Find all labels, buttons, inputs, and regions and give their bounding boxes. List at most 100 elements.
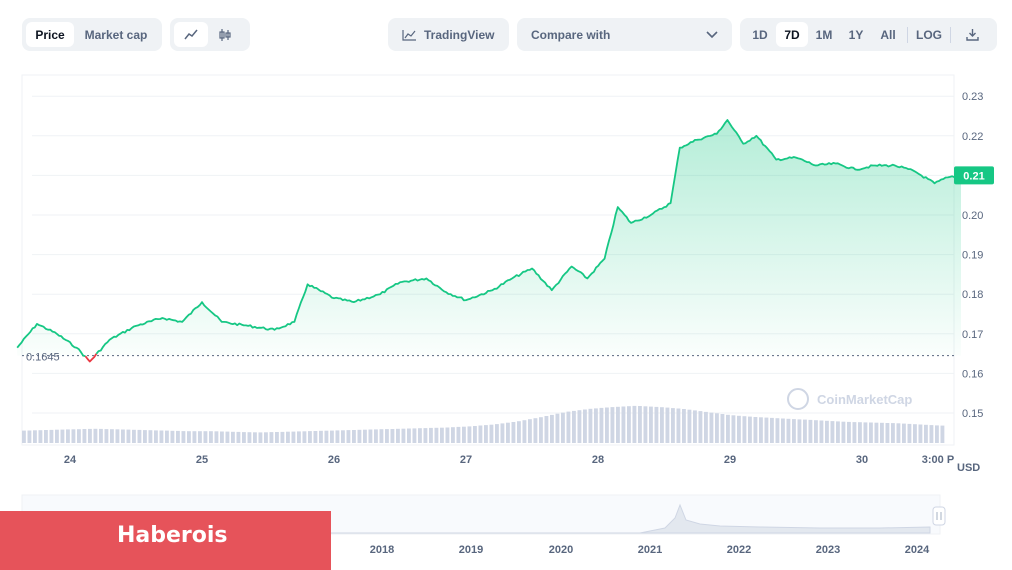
volume-bar — [726, 414, 730, 443]
chart-toolbar: Price Market cap TradingView Compare wit… — [0, 18, 1012, 52]
price-line-segment — [95, 119, 962, 355]
volume-bar — [770, 417, 774, 443]
line-chart-icon[interactable] — [174, 22, 208, 47]
volume-bar — [649, 406, 653, 443]
x-tick-label: 28 — [592, 454, 604, 466]
chevron-down-icon — [706, 30, 718, 38]
volume-bar — [715, 413, 719, 443]
volume-bar — [401, 428, 406, 443]
volume-bar — [682, 409, 686, 443]
volume-bar — [143, 430, 147, 443]
volume-bar — [319, 430, 323, 443]
y-tick-label: 0.22 — [962, 131, 983, 143]
volume-bar — [170, 430, 175, 443]
navigator-year-label: 2023 — [816, 544, 840, 556]
volume-bar — [385, 429, 389, 443]
volume-bar — [181, 431, 186, 443]
volume-bar — [550, 414, 554, 443]
range-7d[interactable]: 7D — [776, 22, 808, 47]
range-1m[interactable]: 1M — [815, 27, 833, 42]
coinmarketcap-logo-icon — [787, 388, 809, 410]
volume-bar — [720, 414, 725, 443]
volume-bar — [792, 419, 796, 443]
navigator-year-label: 2021 — [638, 544, 662, 556]
volume-bar — [242, 432, 246, 443]
volume-bar — [748, 416, 752, 443]
volume-bar — [220, 431, 224, 443]
volume-bar — [49, 429, 54, 443]
volume-bar — [610, 407, 615, 443]
volume-bar — [280, 431, 285, 443]
volume-bar — [687, 409, 692, 443]
watermark-banner: Haberois — [0, 511, 331, 570]
volume-bar — [643, 406, 648, 443]
volume-bar — [225, 431, 230, 443]
volume-bar — [110, 429, 114, 443]
volume-bar — [605, 407, 609, 443]
tradingview-button[interactable]: TradingView — [388, 18, 509, 51]
volume-bar — [775, 418, 780, 443]
log-scale-button[interactable]: LOG — [916, 27, 942, 42]
volume-bar — [852, 422, 857, 443]
volume-bar — [214, 431, 219, 443]
volume-bar — [638, 406, 642, 443]
volume-bar — [825, 420, 829, 443]
volume-bar — [159, 430, 164, 443]
volume-bar — [335, 430, 340, 443]
range-1d[interactable]: 1D — [752, 27, 768, 42]
x-tick-label: 29 — [724, 454, 736, 466]
volume-bar — [621, 406, 626, 443]
volume-bar — [104, 429, 109, 443]
volume-bar — [352, 430, 356, 443]
volume-bar — [572, 410, 576, 443]
volume-bar — [132, 429, 136, 443]
x-axis: 24 25 26 27 28 29 30 3:00 P — [64, 454, 954, 466]
unit-label: USD — [957, 462, 980, 474]
volume-bar — [489, 424, 494, 443]
volume-bar — [803, 419, 807, 443]
volume-bar — [302, 431, 307, 443]
navigator-handle[interactable] — [932, 506, 946, 526]
volume-bar — [308, 431, 312, 443]
volume-bar — [935, 425, 939, 443]
volume-bar — [379, 429, 384, 443]
volume-bar — [440, 427, 444, 443]
range-all[interactable]: All — [880, 27, 896, 42]
volume-bar — [814, 420, 818, 443]
volume-bar — [781, 418, 785, 443]
chart-type-toggle: Price Market cap — [22, 18, 162, 51]
y-tick-label: 0.16 — [962, 368, 983, 380]
time-range-toggle: 1D 7D 1M 1Y All LOG — [740, 18, 997, 51]
volume-bar — [165, 430, 169, 443]
volume-bar — [33, 430, 37, 443]
volume-bar — [836, 421, 840, 443]
volume-bar — [55, 429, 59, 443]
tab-price[interactable]: Price — [26, 22, 74, 47]
volume-bar — [456, 426, 461, 443]
volume-bar — [66, 429, 70, 443]
volume-bar — [286, 431, 290, 443]
volume-bar — [896, 423, 901, 443]
volume-bar — [632, 405, 637, 443]
volume-bar — [330, 430, 334, 443]
banner-text: Haberois — [117, 523, 228, 548]
volume-bar — [764, 417, 769, 443]
tab-market-cap[interactable]: Market cap — [84, 27, 148, 42]
navigator-year-label: 2020 — [549, 544, 573, 556]
volume-bar — [71, 429, 76, 443]
download-icon[interactable] — [954, 22, 990, 47]
navigator-history — [22, 503, 931, 534]
volume-bar — [357, 429, 362, 443]
volume-bar — [698, 411, 703, 443]
compare-dropdown[interactable]: Compare with — [517, 18, 732, 51]
y-tick-label: 0.19 — [962, 250, 983, 262]
candlestick-icon[interactable] — [208, 22, 242, 47]
range-1y[interactable]: 1Y — [848, 27, 864, 42]
x-tick-label: 3:00 P — [922, 454, 954, 466]
volume-bar — [236, 431, 241, 443]
y-tick-label: 0.15 — [962, 408, 983, 420]
volume-bar — [555, 413, 560, 443]
volume-bar — [247, 432, 252, 443]
volume-bar — [874, 422, 879, 443]
